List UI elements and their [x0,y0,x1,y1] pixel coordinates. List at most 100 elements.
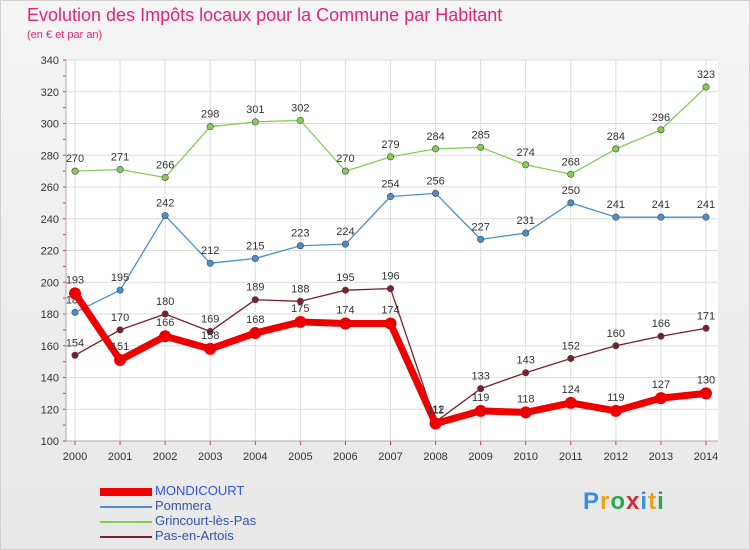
data-label-pas-en-artois: 152 [562,340,580,352]
data-label-pommera: 231 [517,215,535,227]
data-point-mondicourt [519,406,532,419]
data-point-mondicourt [384,317,397,330]
data-label-pas-en-artois: 169 [201,313,219,325]
data-label-pommera: 242 [156,198,174,210]
data-point-pommera [251,254,259,262]
logo-letter: t [648,488,658,515]
data-point-pommera [702,213,710,221]
data-label-grincourt-les-pas: 268 [562,156,580,168]
data-point-pas-en-artois [116,326,124,334]
data-point-mondicourt [114,354,127,367]
data-label-pommera: 256 [426,175,444,187]
data-point-mondicourt [294,315,307,328]
x-tick-label: 2004 [243,451,267,463]
data-point-grincourt-les-pas [341,167,349,175]
y-tick-label: 100 [41,436,59,448]
y-tick-label: 240 [41,214,59,226]
y-tick-label: 340 [41,55,59,67]
data-label-pas-en-artois: 143 [517,355,535,367]
data-label-grincourt-les-pas: 279 [381,139,399,151]
data-point-grincourt-les-pas [251,118,259,126]
data-point-pas-en-artois [386,285,394,293]
y-tick-label: 160 [41,341,59,353]
data-label-pommera: 195 [111,272,129,284]
data-label-mondicourt: 118 [517,393,535,405]
data-point-pas-en-artois [522,369,530,377]
x-tick-label: 2014 [694,451,718,463]
x-tick-label: 2008 [423,451,447,463]
data-label-pas-en-artois: 171 [697,310,715,322]
x-tick-label: 2005 [288,451,312,463]
data-point-mondicourt [429,417,442,430]
data-label-grincourt-les-pas: 274 [517,147,535,159]
data-label-mondicourt: 166 [156,317,174,329]
data-point-grincourt-les-pas [567,170,575,178]
data-label-grincourt-les-pas: 323 [697,69,715,81]
data-point-pommera [612,213,620,221]
data-label-mondicourt: 158 [201,330,219,342]
data-label-pommera: 241 [607,199,625,211]
data-label-grincourt-les-pas: 298 [201,109,219,121]
data-label-pas-en-artois: 154 [66,337,84,349]
data-label-mondicourt: 111 [427,405,444,417]
legend-swatch [100,506,152,508]
data-label-pas-en-artois: 195 [336,272,354,284]
legend-swatch [100,536,152,538]
data-point-pommera [71,308,79,316]
x-tick-label: 2003 [198,451,222,463]
x-tick-label: 2006 [333,451,357,463]
data-label-mondicourt: 124 [562,384,580,396]
data-point-pas-en-artois [296,297,304,305]
data-point-mondicourt [204,342,217,355]
data-point-grincourt-les-pas [116,166,124,174]
data-label-pommera: 224 [336,226,354,238]
data-point-pommera [206,259,214,267]
y-tick-label: 220 [41,246,59,258]
data-point-pommera [116,286,124,294]
data-point-grincourt-les-pas [522,161,530,169]
data-label-pommera: 241 [697,199,715,211]
y-tick-label: 180 [41,309,59,321]
proxiti-logo: Proxiti [583,488,665,516]
data-point-pas-en-artois [161,310,169,318]
legend-swatch [100,521,152,523]
legend-label: Pas-en-Artois [155,528,234,543]
data-label-pommera: 254 [381,179,399,191]
x-tick-label: 2011 [559,451,583,463]
data-point-pommera [296,242,304,250]
data-label-pas-en-artois: 170 [111,312,129,324]
logo-letter: x [626,488,641,515]
data-label-grincourt-les-pas: 270 [336,153,354,165]
data-label-pas-en-artois: 160 [607,328,625,340]
logo-letter: o [610,488,627,515]
x-tick-label: 2012 [604,451,628,463]
data-label-pas-en-artois: 180 [156,296,174,308]
data-label-mondicourt: 174 [336,305,354,317]
data-label-pommera: 227 [471,221,489,233]
data-label-grincourt-les-pas: 284 [607,131,625,143]
y-tick-label: 200 [41,277,59,289]
x-tick-label: 2002 [153,451,177,463]
logo-letter: r [600,488,611,515]
data-point-mondicourt [474,404,487,417]
y-tick-label: 320 [41,87,59,99]
data-label-mondicourt: 168 [246,314,264,326]
data-point-mondicourt [564,396,577,409]
y-tick-label: 300 [41,119,59,131]
data-point-pommera [341,240,349,248]
data-point-mondicourt [249,327,262,340]
data-label-mondicourt: 174 [381,305,399,317]
logo-letter: i [657,488,665,515]
data-point-grincourt-les-pas [296,116,304,124]
data-label-mondicourt: 119 [472,392,490,404]
data-label-pommera: 223 [291,228,309,240]
data-point-mondicourt [69,287,81,300]
legend-swatch [100,488,152,496]
data-label-grincourt-les-pas: 266 [156,159,174,171]
data-point-pommera [432,189,440,197]
data-point-mondicourt [159,330,172,343]
data-point-pommera [522,229,530,237]
data-label-pommera: 241 [652,199,670,211]
data-point-pas-en-artois [657,332,665,340]
